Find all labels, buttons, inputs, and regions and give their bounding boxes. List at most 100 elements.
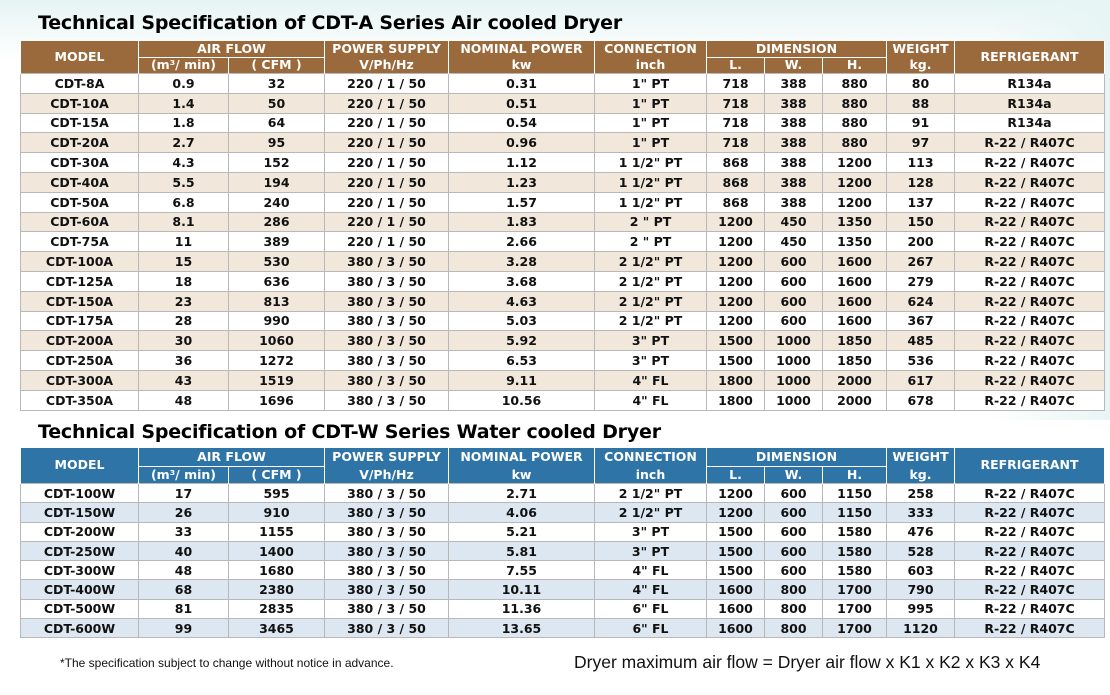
cell-height: 1200: [822, 191, 887, 213]
cell-weight: 790: [886, 579, 955, 600]
cell-height: 880: [822, 132, 887, 154]
cell-refrigerant: R-22 / R407C: [954, 171, 1105, 193]
cell-weight: 137: [886, 191, 955, 213]
cell-air-flow-m3: 36: [138, 350, 229, 371]
cell-length: 868: [706, 191, 765, 213]
cell-power-supply: 380 / 3 / 50: [324, 369, 449, 391]
table-row: CDT-10A 1.4 50 220 / 1 / 50 0.51 1" PT 718 388 8…: [20, 92, 1105, 114]
cell-model: CDT-300W: [20, 560, 139, 581]
cell-length: 1500: [706, 330, 765, 352]
cell-refrigerant: R-22 / R407C: [954, 251, 1105, 272]
cell-nominal-power: 4.06: [448, 502, 595, 523]
header-weight: WEIGHT: [886, 41, 955, 58]
cell-connection: 3" PT: [594, 330, 707, 352]
header-nominal-power-unit: kw: [448, 466, 595, 484]
cell-model: CDT-200A: [20, 330, 139, 352]
cell-refrigerant: R-22 / R407C: [954, 560, 1105, 581]
cell-refrigerant: R134a: [954, 73, 1105, 94]
cell-nominal-power: 10.56: [448, 389, 595, 411]
cell-model: CDT-125A: [20, 270, 139, 292]
cell-weight: 528: [886, 540, 955, 562]
cell-nominal-power: 0.54: [448, 112, 595, 134]
header-connection: CONNECTION: [594, 41, 707, 58]
cell-refrigerant: R-22 / R407C: [954, 540, 1105, 562]
cell-length: 718: [706, 92, 765, 114]
cell-model: CDT-350A: [20, 389, 139, 411]
header-refrigerant: REFRIGERANT: [954, 448, 1105, 484]
cell-height: 1600: [822, 310, 887, 332]
cell-width: 600: [764, 502, 823, 523]
header-nominal-power: NOMINAL POWER: [448, 448, 595, 467]
cell-width: 600: [764, 270, 823, 292]
table-row: CDT-40A 5.5 194 220 / 1 / 50 1.23 1 1/2" PT 86…: [20, 171, 1105, 193]
cell-weight: 267: [886, 251, 955, 272]
cell-weight: 624: [886, 290, 955, 312]
cell-connection: 2 1/2" PT: [594, 251, 707, 272]
series-w-table-header: MODEL AIR FLOW POWER SUPPLY NOMINAL POWE…: [20, 448, 1105, 484]
cell-refrigerant: R-22 / R407C: [954, 598, 1105, 620]
cell-refrigerant: R134a: [954, 112, 1105, 134]
table-row: CDT-100A 15 530 380 / 3 / 50 3.28 2 1/2" PT 12…: [20, 251, 1105, 272]
header-power-supply-unit: V/Ph/Hz: [324, 466, 449, 484]
cell-power-supply: 380 / 3 / 50: [324, 618, 449, 639]
cell-nominal-power: 1.12: [448, 152, 595, 173]
cell-power-supply: 220 / 1 / 50: [324, 211, 449, 233]
cell-air-flow-cfm: 2380: [228, 579, 325, 600]
header-dimension-length: L.: [706, 466, 765, 484]
header-power-supply: POWER SUPPLY: [324, 41, 449, 58]
cell-height: 1150: [822, 482, 887, 504]
cell-air-flow-m3: 5.5: [138, 171, 229, 193]
cell-model: CDT-250A: [20, 350, 139, 371]
cell-weight: 367: [886, 310, 955, 332]
header-air-flow-cfm: ( CFM ): [228, 466, 325, 484]
cell-power-supply: 380 / 3 / 50: [324, 310, 449, 332]
cell-refrigerant: R-22 / R407C: [954, 579, 1105, 600]
cell-length: 1600: [706, 618, 765, 639]
cell-width: 1000: [764, 350, 823, 371]
cell-height: 880: [822, 73, 887, 94]
cell-power-supply: 220 / 1 / 50: [324, 171, 449, 193]
cell-length: 1800: [706, 369, 765, 391]
cell-weight: 113: [886, 152, 955, 173]
cell-nominal-power: 1.57: [448, 191, 595, 213]
cell-model: CDT-50A: [20, 191, 139, 213]
cell-air-flow-m3: 8.1: [138, 211, 229, 233]
header-dimension: DIMENSION: [706, 41, 887, 58]
header-nominal-power-unit: kw: [448, 57, 595, 74]
cell-length: 718: [706, 73, 765, 94]
cell-length: 1500: [706, 521, 765, 542]
cell-nominal-power: 5.81: [448, 540, 595, 562]
cell-air-flow-m3: 6.8: [138, 191, 229, 213]
cell-nominal-power: 1.23: [448, 171, 595, 193]
cell-height: 2000: [822, 389, 887, 411]
cell-air-flow-cfm: 1272: [228, 350, 325, 371]
cell-length: 1200: [706, 270, 765, 292]
cell-power-supply: 220 / 1 / 50: [324, 152, 449, 173]
cell-power-supply: 380 / 3 / 50: [324, 290, 449, 312]
cell-refrigerant: R-22 / R407C: [954, 191, 1105, 213]
table-row: CDT-200A 30 1060 380 / 3 / 50 5.92 3" PT 1500 1…: [20, 330, 1105, 352]
cell-connection: 4" FL: [594, 560, 707, 581]
table-row: CDT-8A 0.9 32 220 / 1 / 50 0.31 1" PT 718 388 88…: [20, 73, 1105, 94]
cell-length: 718: [706, 112, 765, 134]
cell-connection: 6" FL: [594, 618, 707, 639]
cell-width: 600: [764, 310, 823, 332]
cell-width: 1000: [764, 330, 823, 352]
table-row: CDT-350A 48 1696 380 / 3 / 50 10.56 4" FL 1800…: [20, 389, 1105, 411]
cell-connection: 2 1/2" PT: [594, 310, 707, 332]
cell-power-supply: 380 / 3 / 50: [324, 251, 449, 272]
cell-nominal-power: 9.11: [448, 369, 595, 391]
cell-height: 1700: [822, 618, 887, 639]
header-dimension-height: H.: [822, 57, 887, 74]
cell-model: CDT-10A: [20, 92, 139, 114]
cell-length: 868: [706, 171, 765, 193]
cell-connection: 1" PT: [594, 92, 707, 114]
cell-power-supply: 380 / 3 / 50: [324, 350, 449, 371]
cell-air-flow-m3: 17: [138, 482, 229, 504]
cell-weight: 279: [886, 270, 955, 292]
cell-length: 1600: [706, 598, 765, 620]
cell-width: 388: [764, 191, 823, 213]
cell-connection: 2 1/2" PT: [594, 290, 707, 312]
cell-air-flow-cfm: 286: [228, 211, 325, 233]
cell-weight: 476: [886, 521, 955, 542]
